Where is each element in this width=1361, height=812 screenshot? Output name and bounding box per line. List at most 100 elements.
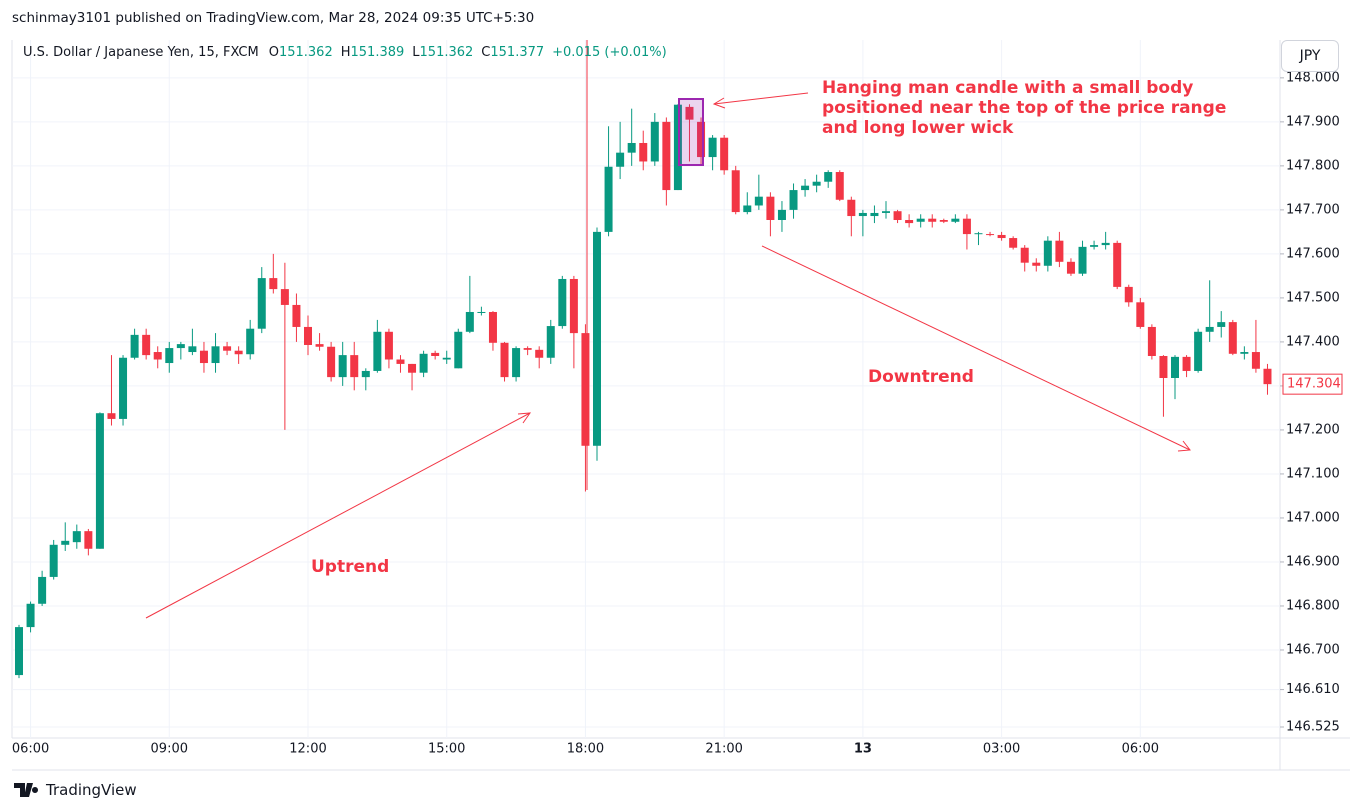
candle-body bbox=[916, 218, 925, 222]
brand-name: TradingView bbox=[46, 781, 137, 799]
candle-body bbox=[743, 205, 752, 213]
annotation-line: positioned near the top of the price ran… bbox=[822, 98, 1226, 118]
candle-body bbox=[1136, 302, 1145, 327]
y-tick-label: 147.600 bbox=[1286, 246, 1340, 261]
last-price-label: 147.304 bbox=[1287, 377, 1341, 392]
candle-body bbox=[546, 326, 555, 358]
candle-body bbox=[269, 278, 278, 290]
candle-body bbox=[292, 304, 301, 327]
ohlc-value: 151.362 bbox=[419, 45, 474, 60]
symbol-legend: U.S. Dollar / Japanese Yen, 15, FXCM O151… bbox=[23, 45, 667, 60]
candle-body bbox=[1171, 356, 1179, 378]
candle-body bbox=[1113, 242, 1122, 287]
candle-body bbox=[835, 172, 844, 200]
candle-body bbox=[731, 170, 740, 213]
candle-body bbox=[95, 413, 104, 549]
candle-body bbox=[199, 350, 208, 364]
candle-body bbox=[1078, 246, 1087, 274]
candle-body bbox=[246, 328, 255, 355]
axis: 148.000 147.900 147.800 147.700 147.600 147.5… bbox=[12, 70, 1343, 757]
candle-body bbox=[569, 278, 578, 334]
candle-body bbox=[1217, 322, 1226, 327]
x-tick-label: 09:00 bbox=[151, 742, 188, 757]
candle-body bbox=[84, 531, 93, 549]
candle-body bbox=[49, 544, 58, 577]
y-tick-label: 147.000 bbox=[1286, 510, 1340, 525]
ohlc-key: H bbox=[340, 45, 351, 60]
candle-body bbox=[997, 234, 1006, 239]
candle-body bbox=[26, 603, 35, 628]
candle-body bbox=[165, 348, 174, 364]
candle-body bbox=[673, 104, 682, 191]
candle-body bbox=[384, 331, 393, 360]
candle-body bbox=[870, 212, 879, 217]
ohlc-item: L151.362 bbox=[412, 45, 473, 60]
candle-body bbox=[361, 370, 370, 378]
candle-body bbox=[777, 209, 786, 221]
candle-body bbox=[315, 344, 324, 347]
ohlc-value: 151.377 bbox=[490, 45, 545, 60]
y-tick-label: 147.500 bbox=[1286, 290, 1340, 305]
arrow-head bbox=[517, 412, 532, 424]
candle-body bbox=[951, 218, 960, 222]
candle-body bbox=[477, 311, 486, 313]
candle-body bbox=[257, 278, 266, 329]
candle-body bbox=[650, 121, 659, 162]
candle-body bbox=[939, 220, 948, 222]
publish-info: schinmay3101 published on TradingView.co… bbox=[12, 10, 535, 26]
candle-body bbox=[223, 346, 232, 351]
candle-body bbox=[928, 218, 937, 222]
candle-body bbox=[1147, 326, 1156, 356]
candles bbox=[15, 104, 1272, 679]
grid bbox=[12, 40, 1280, 738]
candle-body bbox=[373, 331, 382, 371]
candle-body bbox=[847, 199, 856, 217]
candle-body bbox=[905, 220, 914, 224]
candle-body bbox=[130, 334, 139, 358]
candle-body bbox=[119, 357, 128, 419]
candle-body bbox=[338, 355, 347, 378]
candle-body bbox=[153, 352, 162, 360]
arrow bbox=[713, 92, 809, 105]
y-tick-label: 148.000 bbox=[1286, 70, 1340, 85]
candle-body bbox=[500, 342, 509, 378]
currency-button[interactable]: JPY bbox=[1281, 40, 1339, 72]
annotation-line: and long lower wick bbox=[822, 118, 1014, 138]
candle-body bbox=[1055, 240, 1064, 262]
candle-body bbox=[107, 413, 116, 419]
x-tick-label: 15:00 bbox=[428, 742, 465, 757]
candle-body bbox=[442, 357, 451, 360]
candle-body bbox=[962, 218, 971, 235]
y-tick-label: 146.610 bbox=[1286, 682, 1340, 697]
candle-body bbox=[1066, 261, 1075, 274]
y-tick-label: 147.900 bbox=[1286, 114, 1340, 129]
candle-body bbox=[1043, 240, 1052, 266]
y-tick-label: 147.700 bbox=[1286, 202, 1340, 217]
y-tick-label: 147.800 bbox=[1286, 158, 1340, 173]
ohlc-value: 151.362 bbox=[278, 45, 333, 60]
candle-body bbox=[1263, 368, 1272, 385]
candle-body bbox=[558, 278, 567, 327]
candle-body bbox=[604, 166, 613, 232]
candle-body bbox=[72, 531, 81, 543]
candle-body bbox=[419, 353, 428, 373]
x-tick-label: 06:00 bbox=[12, 742, 49, 757]
ohlc-item: H151.389 bbox=[341, 45, 405, 60]
arrow bbox=[761, 245, 1191, 451]
candle-body bbox=[708, 137, 717, 158]
candle-body bbox=[61, 540, 70, 545]
candle-body bbox=[1240, 352, 1249, 354]
candle-body bbox=[627, 142, 636, 153]
candle-body bbox=[1182, 356, 1191, 371]
candle-body bbox=[142, 334, 151, 356]
candle-body bbox=[304, 326, 312, 345]
arrow-head bbox=[712, 97, 726, 109]
last-price-box bbox=[1282, 373, 1343, 395]
candle-body bbox=[1020, 247, 1029, 263]
candle-body bbox=[766, 196, 775, 221]
candle-body bbox=[697, 121, 706, 158]
candle-body bbox=[431, 352, 440, 356]
y-tick-label: 146.525 bbox=[1286, 719, 1340, 734]
candle-body bbox=[801, 185, 810, 191]
candle-body bbox=[662, 121, 671, 191]
